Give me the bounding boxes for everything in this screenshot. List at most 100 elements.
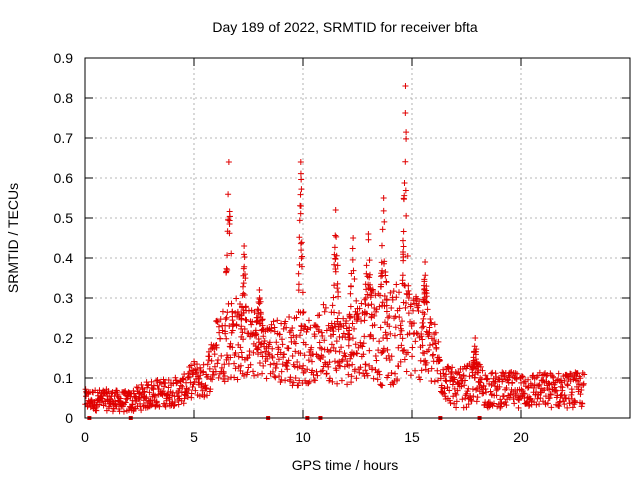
data-point xyxy=(509,379,516,386)
data-point xyxy=(338,344,345,351)
data-point xyxy=(399,318,406,325)
data-point xyxy=(511,400,518,407)
data-point xyxy=(270,360,277,367)
data-point xyxy=(523,400,530,407)
data-point xyxy=(397,358,404,365)
data-point xyxy=(409,344,416,351)
y-tick-label: 0.8 xyxy=(54,90,74,106)
data-point xyxy=(365,236,372,243)
data-point xyxy=(388,370,395,377)
data-point xyxy=(493,392,500,399)
data-point xyxy=(130,387,137,394)
data-point xyxy=(418,367,425,374)
data-point xyxy=(569,404,576,411)
data-point xyxy=(272,364,279,371)
data-point xyxy=(210,371,217,378)
data-point xyxy=(353,350,360,357)
data-point xyxy=(295,270,302,277)
data-point xyxy=(535,382,542,389)
data-point xyxy=(572,398,579,405)
data-point xyxy=(362,301,369,308)
data-point xyxy=(536,381,543,388)
data-point xyxy=(385,372,392,379)
data-point xyxy=(361,333,368,340)
data-point xyxy=(353,311,360,318)
data-point xyxy=(340,330,347,337)
data-point xyxy=(392,370,399,377)
data-point xyxy=(232,349,239,356)
data-point xyxy=(351,275,358,282)
x-axis-label: GPS time / hours xyxy=(292,457,399,473)
data-point xyxy=(287,374,294,381)
data-point xyxy=(429,341,436,348)
data-point xyxy=(292,374,299,381)
data-point xyxy=(561,392,568,399)
data-point xyxy=(274,351,281,358)
data-point xyxy=(307,324,314,331)
data-point xyxy=(279,361,286,368)
data-point xyxy=(482,385,489,392)
y-tick-label: 0.5 xyxy=(54,210,74,226)
data-point xyxy=(487,388,494,395)
data-point xyxy=(488,382,495,389)
data-point xyxy=(473,398,480,405)
data-point xyxy=(334,359,341,366)
data-point xyxy=(546,394,553,401)
data-point xyxy=(250,368,257,375)
data-point xyxy=(254,306,261,313)
data-point xyxy=(363,270,370,277)
data-point xyxy=(366,347,373,354)
data-point xyxy=(380,195,387,201)
data-point xyxy=(160,376,167,383)
data-point xyxy=(432,340,439,347)
data-point xyxy=(142,395,149,402)
data-point xyxy=(377,292,384,299)
data-point xyxy=(333,233,340,240)
data-point xyxy=(269,368,276,375)
data-point xyxy=(281,351,288,358)
data-point xyxy=(342,353,349,360)
data-point xyxy=(340,315,347,322)
data-point xyxy=(375,368,382,375)
data-point xyxy=(269,354,276,361)
data-point xyxy=(346,324,353,331)
data-point xyxy=(204,392,211,399)
data-point xyxy=(477,363,484,370)
data-point xyxy=(217,335,224,342)
data-point xyxy=(196,375,203,382)
data-point xyxy=(460,372,467,379)
data-point xyxy=(433,344,440,351)
data-point xyxy=(240,336,247,343)
data-point xyxy=(475,379,482,386)
data-point xyxy=(358,300,365,307)
data-point xyxy=(484,375,491,382)
data-point xyxy=(384,321,391,328)
data-point xyxy=(540,377,547,384)
data-point xyxy=(255,351,262,358)
data-point xyxy=(285,345,292,352)
data-point xyxy=(514,370,521,377)
data-point xyxy=(398,327,405,334)
data-point xyxy=(348,270,355,277)
data-point xyxy=(346,331,353,338)
data-point xyxy=(330,294,337,301)
data-point xyxy=(321,308,328,315)
data-point xyxy=(339,356,346,363)
data-point xyxy=(241,372,248,379)
data-point xyxy=(421,286,428,293)
data-point xyxy=(305,357,312,364)
data-point xyxy=(384,335,391,342)
data-point xyxy=(211,363,218,370)
data-point xyxy=(316,312,323,319)
data-point xyxy=(206,353,213,360)
data-point xyxy=(284,360,291,367)
data-point xyxy=(415,308,422,315)
data-point xyxy=(263,375,270,382)
data-point xyxy=(332,266,339,273)
data-point xyxy=(345,371,352,378)
data-point xyxy=(141,388,148,395)
data-point xyxy=(282,377,289,384)
data-point xyxy=(435,338,442,345)
data-point xyxy=(297,191,304,198)
data-point xyxy=(229,317,236,324)
